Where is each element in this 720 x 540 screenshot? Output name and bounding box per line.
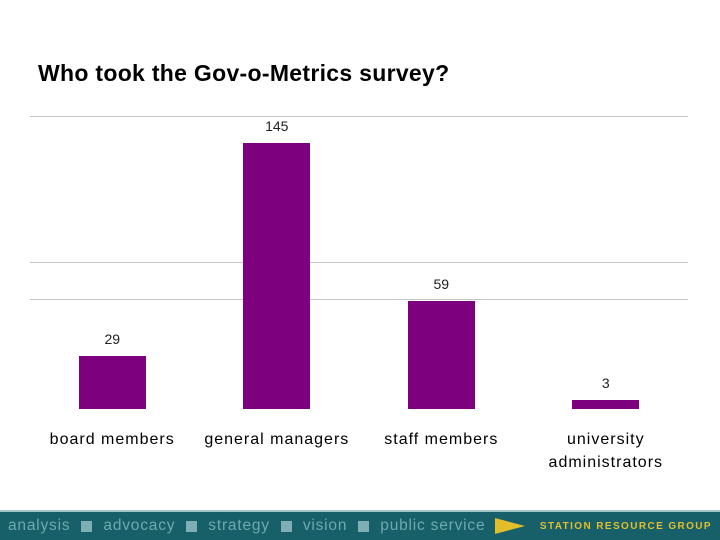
footer-word: vision (302, 517, 348, 534)
footer-word: advocacy (103, 517, 176, 534)
bar (407, 300, 475, 409)
square-bullet-icon (186, 520, 198, 532)
footer-tagline: analysis advocacy strategy vision public ser… (8, 512, 485, 540)
arrow-right-icon (494, 518, 525, 534)
bar-value-label: 3 (601, 375, 610, 392)
footer-word: strategy (208, 517, 270, 534)
category-label: university administrators (548, 431, 664, 471)
page-title: Who took the Gov-o-Metrics survey? (38, 60, 450, 86)
bar-value-label: 59 (433, 275, 450, 292)
category-label: staff members (384, 431, 499, 448)
brand-name: STATION RESOURCE GROUP (539, 520, 712, 532)
bar (243, 143, 311, 409)
category-label: general managers (204, 431, 350, 448)
footer-content: analysis advocacy strategy vision public ser… (0, 512, 720, 540)
footer-bar: analysis advocacy strategy vision public ser… (0, 512, 720, 540)
gridline (30, 299, 688, 300)
footer-word: public service (380, 517, 486, 534)
gridline (30, 262, 688, 264)
category-label: board members (49, 431, 175, 448)
bar-value-label: 29 (104, 330, 121, 347)
square-bullet-icon (280, 520, 292, 532)
gridline (30, 115, 688, 117)
footer-top-line (0, 510, 720, 512)
bar (78, 355, 146, 409)
footer-word: analysis (8, 517, 71, 534)
bar (572, 400, 640, 409)
square-bullet-icon (358, 520, 370, 532)
brand-group: STATION RESOURCE GROUP (494, 518, 712, 534)
square-bullet-icon (81, 520, 93, 532)
bar-value-label: 145 (265, 118, 289, 135)
bar-chart: 29 board members 145 general managers 59 staf… (30, 0, 688, 480)
